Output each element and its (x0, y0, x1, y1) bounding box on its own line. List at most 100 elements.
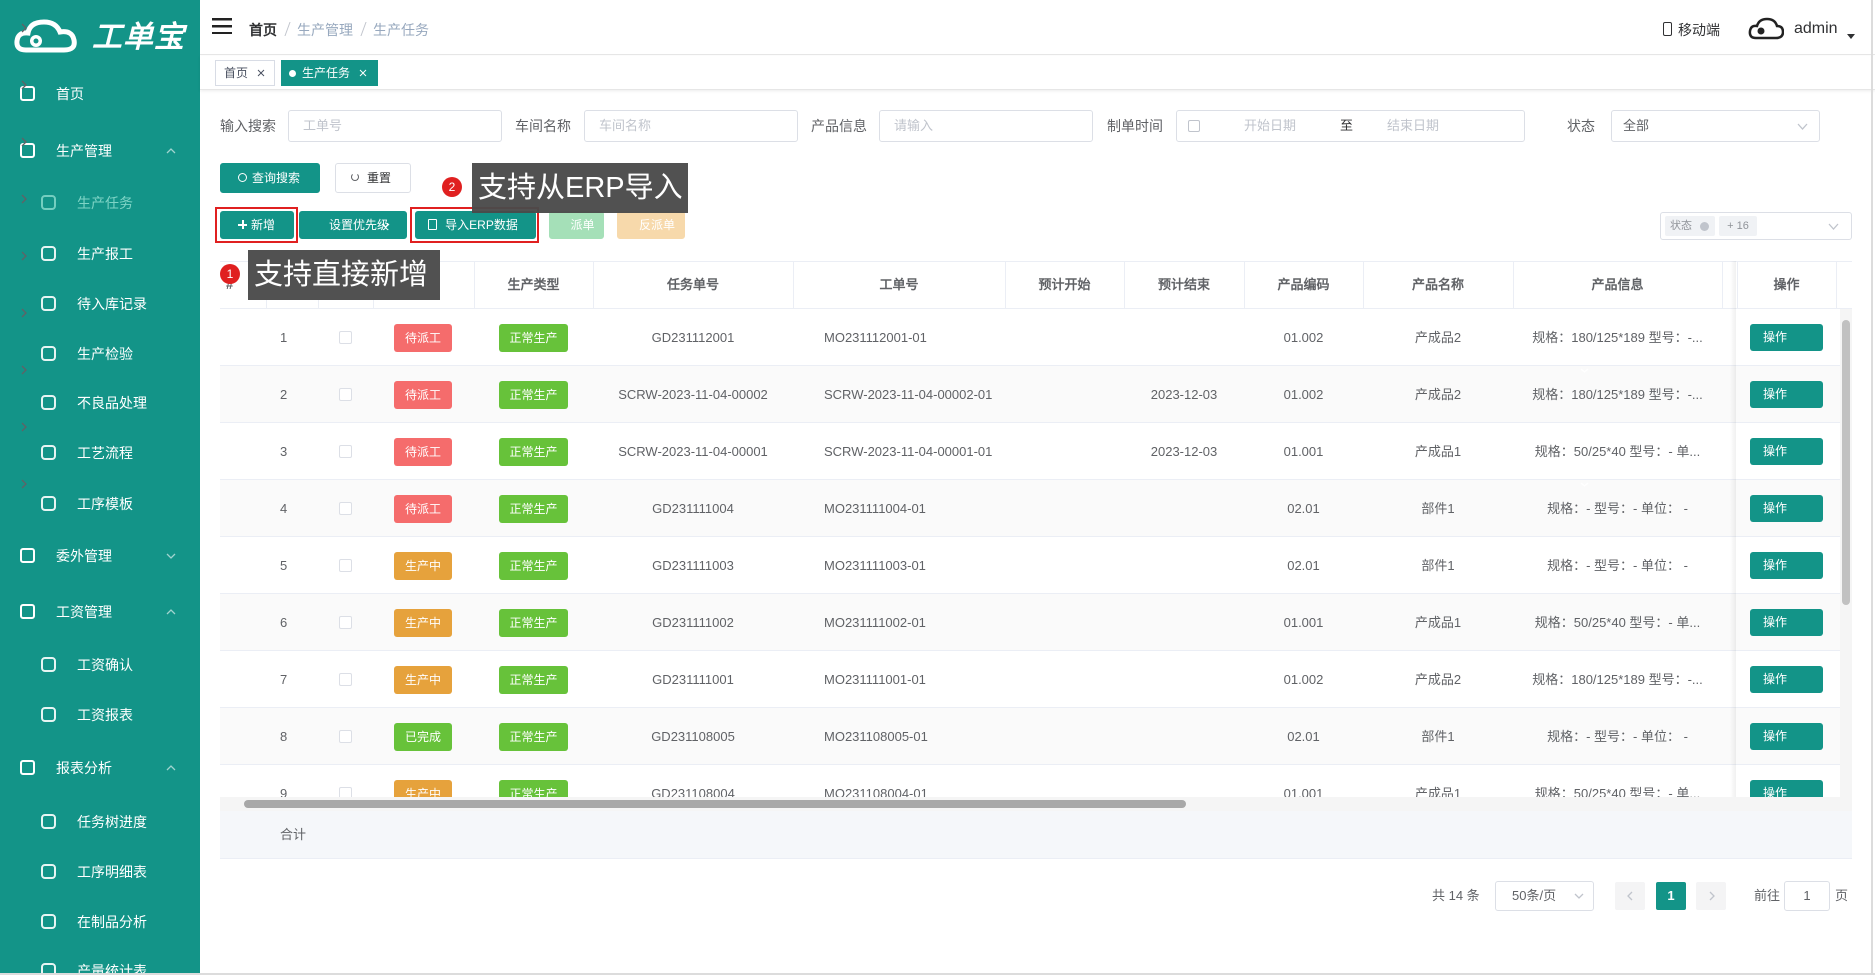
table-cell: 规格：180/125*189 型号：-... (1532, 387, 1703, 402)
submenu-item[interactable]: 在制品分析 (77, 914, 147, 930)
submenu-item[interactable]: 工艺流程 (77, 445, 133, 461)
submenu-item[interactable]: 任务树进度 (77, 814, 147, 830)
submenu-item[interactable]: 产量统计表 (77, 963, 147, 975)
checkbox[interactable] (339, 616, 352, 629)
checkbox[interactable] (339, 502, 352, 515)
checkbox[interactable] (339, 730, 352, 743)
menu-item[interactable]: 生产管理 (56, 143, 112, 159)
action-button[interactable] (1750, 381, 1823, 408)
chevron-icon[interactable] (19, 137, 29, 147)
action-button[interactable] (1750, 723, 1823, 750)
table-row[interactable] (220, 651, 1852, 708)
action-button[interactable] (1750, 495, 1823, 522)
menu-item[interactable]: 工资管理 (56, 604, 112, 620)
table-row[interactable] (220, 537, 1852, 594)
checkbox[interactable] (339, 559, 352, 572)
table-row[interactable] (220, 480, 1852, 537)
chevron-icon[interactable] (19, 194, 29, 204)
header-bar (200, 0, 1875, 55)
action-button[interactable] (1750, 552, 1823, 579)
chevron-icon[interactable] (19, 80, 29, 90)
type-tag: 正常生产 (499, 438, 568, 466)
chevron-icon[interactable] (19, 479, 29, 489)
submenu-item[interactable]: 生产检验 (77, 346, 133, 362)
text-input[interactable] (288, 110, 502, 142)
prev-button[interactable] (1615, 882, 1645, 910)
chevron-icon[interactable] (19, 23, 29, 33)
action-button[interactable] (1750, 609, 1823, 636)
table-cell: GD231111002 (652, 615, 734, 630)
breadcrumb-item[interactable]: 生产管理 (297, 22, 353, 38)
table-row[interactable] (220, 708, 1852, 765)
chevron-icon[interactable] (19, 251, 29, 261)
button[interactable] (549, 211, 604, 239)
annotation-badge: 1 (220, 264, 240, 284)
action-button[interactable] (1750, 438, 1823, 465)
text-input[interactable] (584, 110, 798, 142)
chevron-icon (1580, 482, 1589, 487)
goto-input[interactable]: 1 (1784, 881, 1830, 911)
submenu-item[interactable]: 工序模板 (77, 496, 133, 512)
button[interactable] (299, 211, 407, 239)
column-picker[interactable] (1660, 212, 1852, 240)
table-cell: 02.01 (1287, 501, 1320, 516)
plus-icon (242, 220, 244, 229)
table-cell: 规格：- 型号：- 单位： - (1547, 558, 1688, 573)
table-cell: 产成品2 (1414, 387, 1462, 402)
tab-label: 首页 (224, 66, 249, 80)
column-header: 生产类型 (507, 277, 560, 292)
button-label: 重置 (366, 171, 391, 185)
menu-item[interactable]: 报表分析 (56, 760, 112, 776)
tab[interactable] (215, 60, 275, 86)
status-tag: 生产中 (394, 609, 452, 637)
mobile-link[interactable]: 移动端 (1678, 22, 1720, 38)
chevron-icon (1580, 368, 1589, 373)
table-row[interactable] (220, 765, 1852, 799)
table-cell: SCRW-2023-11-04-00002 (618, 387, 768, 402)
page-size-label: 50条/页 (1512, 888, 1557, 903)
user-name[interactable]: admin (1794, 20, 1838, 37)
tab-active[interactable] (281, 60, 378, 86)
page-size-select[interactable] (1495, 881, 1594, 911)
submenu-item[interactable]: 生产任务 (77, 195, 133, 211)
submenu-item[interactable]: 待入库记录 (77, 296, 147, 312)
table-row[interactable] (220, 309, 1852, 366)
button[interactable] (415, 211, 536, 239)
table-row[interactable] (220, 366, 1852, 423)
text-input[interactable] (879, 110, 1093, 142)
action-button[interactable] (1750, 324, 1823, 351)
submenu-item[interactable]: 工序明细表 (77, 864, 147, 880)
action-label: 操作 (1763, 615, 1788, 629)
menu-item[interactable]: 委外管理 (56, 548, 112, 564)
checkbox[interactable] (339, 331, 352, 344)
button[interactable] (335, 163, 411, 193)
select-input[interactable] (1611, 110, 1820, 142)
table-cell: 01.002 (1283, 672, 1324, 687)
next-button[interactable] (1696, 882, 1726, 910)
breadcrumb-item[interactable]: 首页 (249, 22, 277, 38)
chevron-icon[interactable] (19, 422, 29, 432)
menu-icon (41, 395, 56, 410)
button[interactable] (220, 211, 294, 239)
checkbox[interactable] (339, 445, 352, 458)
current-page[interactable]: 1 (1656, 882, 1686, 910)
column-header: 任务单号 (666, 277, 719, 292)
submenu-item[interactable]: 工资报表 (77, 707, 133, 723)
checkbox[interactable] (339, 787, 352, 799)
chevron-icon[interactable] (19, 308, 29, 318)
date-range-input[interactable] (1176, 110, 1525, 142)
checkbox[interactable] (339, 673, 352, 686)
table-row[interactable] (220, 594, 1852, 651)
button[interactable] (617, 211, 685, 239)
menu-item[interactable]: 首页 (56, 86, 84, 102)
action-button[interactable] (1750, 780, 1823, 799)
submenu-item[interactable]: 不良品处理 (77, 395, 147, 411)
action-button[interactable] (1750, 666, 1823, 693)
chevron-icon (166, 553, 176, 559)
table-row[interactable] (220, 423, 1852, 480)
checkbox[interactable] (339, 388, 352, 401)
submenu-item[interactable]: 生产报工 (77, 246, 133, 262)
chevron-icon[interactable] (19, 365, 29, 375)
submenu-item[interactable]: 工资确认 (77, 657, 133, 673)
button[interactable] (220, 163, 320, 193)
